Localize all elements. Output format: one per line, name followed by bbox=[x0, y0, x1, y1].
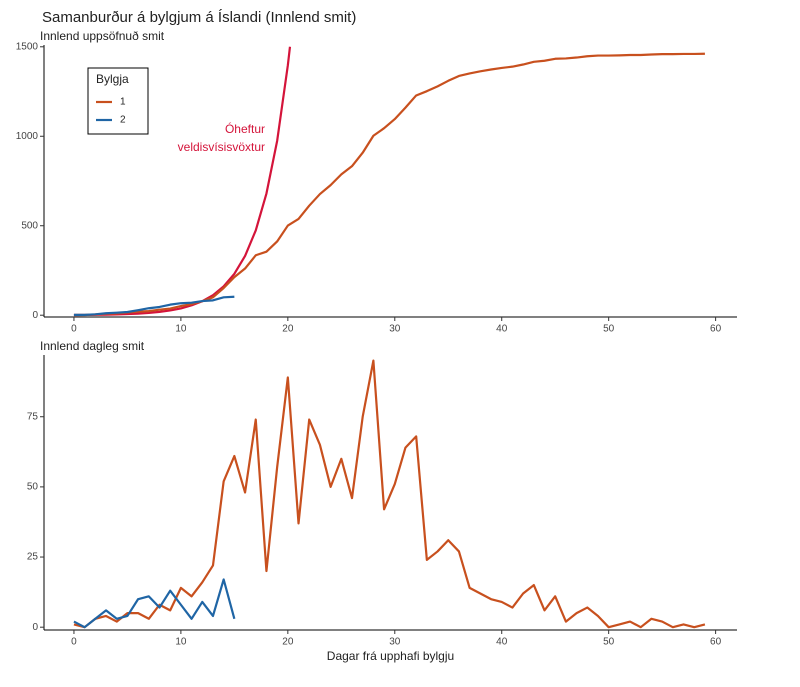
legend-label: 1 bbox=[120, 97, 126, 108]
y-tick-label: 50 bbox=[27, 482, 39, 493]
series-line bbox=[73, 578, 236, 629]
x-tick-label: 60 bbox=[710, 637, 722, 648]
chart-title: Samanburður á bylgjum á Íslandi (Innlend… bbox=[42, 9, 356, 26]
x-tick-label: 50 bbox=[603, 324, 615, 335]
x-tick-label: 0 bbox=[71, 637, 77, 648]
series-line bbox=[73, 52, 705, 317]
y-tick-label: 500 bbox=[21, 220, 38, 231]
y-tick-label: 25 bbox=[27, 552, 39, 563]
x-tick-label: 40 bbox=[496, 637, 508, 648]
x-tick-label: 40 bbox=[496, 324, 508, 335]
x-tick-label: 50 bbox=[603, 637, 615, 648]
x-tick-label: 10 bbox=[175, 637, 187, 648]
y-tick-label: 75 bbox=[27, 411, 39, 422]
x-tick-label: 10 bbox=[175, 324, 187, 335]
x-tick-label: 20 bbox=[282, 637, 294, 648]
y-tick-label: 0 bbox=[32, 310, 38, 321]
panel-subtitle: Innlend uppsöfnuð smit bbox=[40, 29, 165, 43]
series-line bbox=[73, 295, 235, 316]
x-tick-label: 20 bbox=[282, 324, 294, 335]
y-tick-label: 1000 bbox=[16, 131, 39, 142]
y-tick-label: 1500 bbox=[16, 41, 39, 52]
x-tick-label: 60 bbox=[710, 324, 722, 335]
annotation: Óheftur bbox=[225, 121, 265, 136]
series-line bbox=[73, 359, 706, 629]
x-axis-label: Dagar frá upphafi bylgju bbox=[327, 649, 454, 663]
y-tick-label: 0 bbox=[32, 622, 38, 633]
legend-title: Bylgja bbox=[96, 72, 129, 86]
legend-label: 2 bbox=[120, 115, 126, 126]
x-tick-label: 0 bbox=[71, 324, 77, 335]
x-tick-label: 30 bbox=[389, 637, 401, 648]
panel-subtitle: Innlend dagleg smit bbox=[40, 339, 145, 353]
x-tick-label: 30 bbox=[389, 324, 401, 335]
annotation: veldisvísisvöxtur bbox=[178, 140, 265, 154]
